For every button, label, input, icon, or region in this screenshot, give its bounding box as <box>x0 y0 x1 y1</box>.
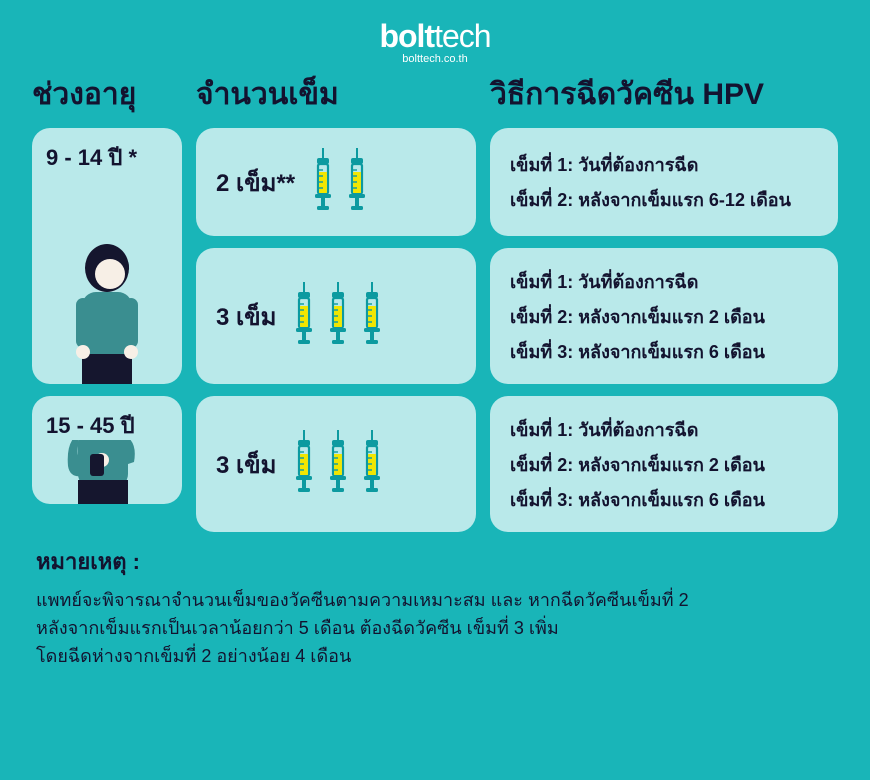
header-doses: จำนวนเข็ม <box>196 71 476 118</box>
note-line: หลังจากเข็มแรกเป็นเวลาน้อยกว่า 5 เดือน ต… <box>36 615 834 643</box>
method-line: เข็มที่ 3: หลังจากเข็มแรก 6 เดือน <box>510 337 765 366</box>
header-method: วิธีการฉีดวัคซีน HPV <box>490 71 838 118</box>
groups-container: 9 - 14 ปี * 2 เข็ม** 3 เข็ม <box>32 128 838 532</box>
syringe-icon <box>324 430 352 498</box>
note-line: โดยฉีดห่างจากเข็มที่ 2 อย่างน้อย 4 เดือน <box>36 643 834 671</box>
method-line: เข็มที่ 2: หลังจากเข็มแรก 2 เดือน <box>510 302 765 331</box>
age-label: 9 - 14 ปี * <box>46 144 168 172</box>
method-card: เข็มที่ 1: วันที่ต้องการฉีดเข็มที่ 2: หล… <box>490 396 838 532</box>
method-line: เข็มที่ 3: หลังจากเข็มแรก 6 เดือน <box>510 485 765 514</box>
page: bolttech bolttech.co.th ช่วงอายุ จำนวนเข… <box>0 0 870 780</box>
syringe-icon <box>290 282 318 350</box>
row-group: 15 - 45 ปี 3 เข็ม <box>32 396 838 532</box>
method-line: เข็มที่ 1: วันที่ต้องการฉีด <box>510 150 698 179</box>
syringe-icon <box>290 430 318 498</box>
person-illustration <box>46 172 168 385</box>
brand-bold: bolt <box>379 18 434 54</box>
method-column: เข็มที่ 1: วันที่ต้องการฉีดเข็มที่ 2: หล… <box>490 396 838 532</box>
method-column: เข็มที่ 1: วันที่ต้องการฉีดเข็มที่ 2: หล… <box>490 128 838 384</box>
syringe-group <box>290 430 386 498</box>
method-line: เข็มที่ 2: หลังจากเข็มแรก 6-12 เดือน <box>510 185 791 214</box>
brand-block: bolttech bolttech.co.th <box>32 18 838 65</box>
syringe-icon <box>358 430 386 498</box>
syringe-icon <box>358 282 386 350</box>
doses-column: 3 เข็ม <box>196 396 476 532</box>
syringe-icon <box>309 148 337 216</box>
syringe-group <box>309 148 371 216</box>
brand-logo: bolttech <box>32 18 838 55</box>
dose-label: 3 เข็ม <box>216 297 276 336</box>
age-card: 15 - 45 ปี <box>32 396 182 504</box>
age-label: 15 - 45 ปี <box>46 412 168 440</box>
header-age: ช่วงอายุ <box>32 71 182 118</box>
person-illustration <box>46 440 168 505</box>
person-child-icon <box>52 234 162 384</box>
dose-label: 2 เข็ม** <box>216 163 295 202</box>
syringe-icon <box>324 282 352 350</box>
method-line: เข็มที่ 1: วันที่ต้องการฉีด <box>510 415 698 444</box>
method-card: เข็มที่ 1: วันที่ต้องการฉีดเข็มที่ 2: หล… <box>490 128 838 236</box>
dose-card: 3 เข็ม <box>196 248 476 384</box>
note-title: หมายเหตุ : <box>36 544 834 579</box>
dose-card: 3 เข็ม <box>196 396 476 532</box>
note-line: แพทย์จะพิจารณาจำนวนเข็มของวัคซีนตามความเ… <box>36 587 834 615</box>
method-line: เข็มที่ 2: หลังจากเข็มแรก 2 เดือน <box>510 450 765 479</box>
age-card: 9 - 14 ปี * <box>32 128 182 384</box>
person-adult-icon <box>52 440 162 505</box>
doses-column: 2 เข็ม** 3 เข็ม <box>196 128 476 384</box>
syringe-group <box>290 282 386 350</box>
method-card: เข็มที่ 1: วันที่ต้องการฉีดเข็มที่ 2: หล… <box>490 248 838 384</box>
method-line: เข็มที่ 1: วันที่ต้องการฉีด <box>510 267 698 296</box>
row-group: 9 - 14 ปี * 2 เข็ม** 3 เข็ม <box>32 128 838 384</box>
column-headers: ช่วงอายุ จำนวนเข็ม วิธีการฉีดวัคซีน HPV <box>32 71 838 118</box>
brand-light: tech <box>434 18 490 54</box>
dose-card: 2 เข็ม** <box>196 128 476 236</box>
brand-url: bolttech.co.th <box>32 53 838 65</box>
note-body: แพทย์จะพิจารณาจำนวนเข็มของวัคซีนตามความเ… <box>36 587 834 671</box>
dose-label: 3 เข็ม <box>216 445 276 484</box>
syringe-icon <box>343 148 371 216</box>
note-block: หมายเหตุ : แพทย์จะพิจารณาจำนวนเข็มของวัค… <box>32 544 838 671</box>
